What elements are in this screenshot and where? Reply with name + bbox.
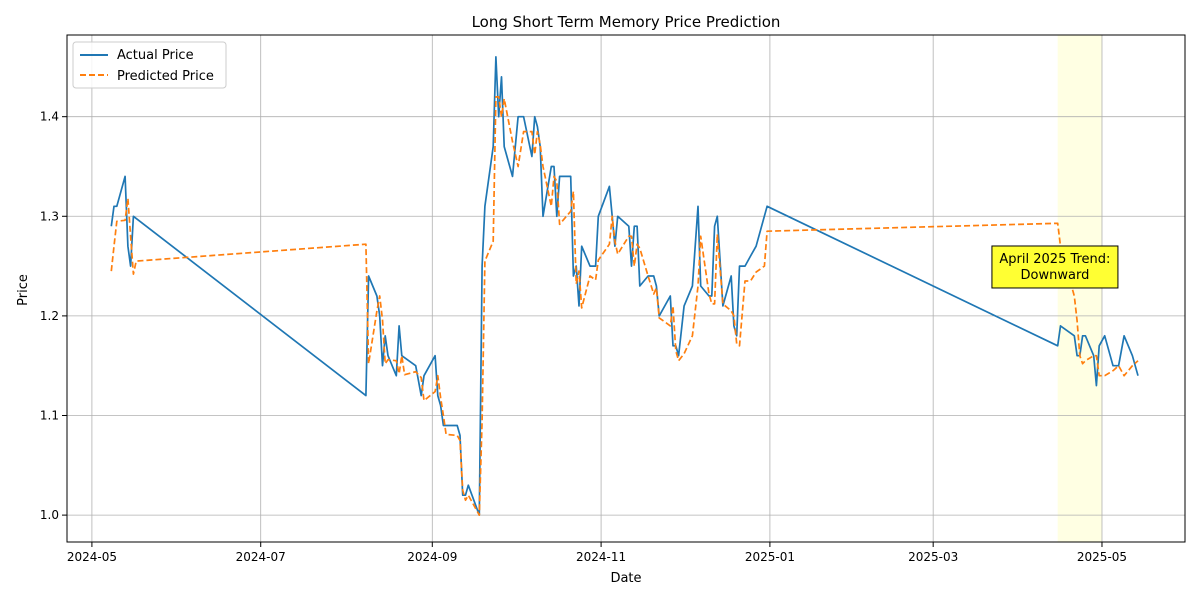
- legend-box: [72, 41, 227, 89]
- x-tick-label: 2024-09: [407, 550, 457, 564]
- y-tick-label: 1.1: [40, 408, 59, 422]
- y-tick-label: 1.2: [40, 309, 59, 323]
- x-tick-label: 2025-03: [908, 550, 958, 564]
- x-axis: 2024-05 2024-07 2024-09 2024-11 2025-01 2025-…: [67, 542, 1127, 564]
- y-tick-label: 1.4: [40, 110, 59, 124]
- annotation-line-1: April 2025 Trend:: [999, 252, 1110, 267]
- y-tick-label: 1.0: [40, 508, 59, 522]
- x-tick-label: 2025-01: [745, 550, 795, 564]
- x-tick-label: 2025-05: [1077, 550, 1127, 564]
- plot-area: [66, 34, 1186, 543]
- chart-title: Long Short Term Memory Price Prediction: [472, 13, 781, 31]
- plot-frame: [66, 34, 1186, 543]
- annotation-box: [991, 245, 1119, 289]
- series-line-actual-price: [110, 56, 1139, 516]
- x-tick-label: 2024-07: [236, 550, 286, 564]
- series-line-predicted-price: [110, 95, 1139, 516]
- legend-entry-actual-price: Actual Price: [117, 48, 194, 63]
- y-tick-label: 1.3: [40, 209, 59, 223]
- y-axis-label: Price: [16, 274, 31, 306]
- y-axis: 1.0 1.1 1.2 1.3 1.4: [40, 110, 67, 522]
- x-tick-label: 2024-11: [576, 550, 626, 564]
- x-axis-label: Date: [610, 571, 641, 586]
- x-tick-label: 2024-05: [67, 550, 117, 564]
- legend-entry-predicted-price: Predicted Price: [117, 69, 214, 84]
- trend-annotation: April 2025 Trend: Downward: [991, 245, 1119, 289]
- grid-lines: [67, 35, 1185, 542]
- legend: Actual Price Predicted Price: [72, 41, 227, 89]
- april-2025-shaded-region: [1057, 35, 1102, 542]
- annotation-line-2: Downward: [1021, 268, 1090, 283]
- series-layer: [110, 56, 1139, 516]
